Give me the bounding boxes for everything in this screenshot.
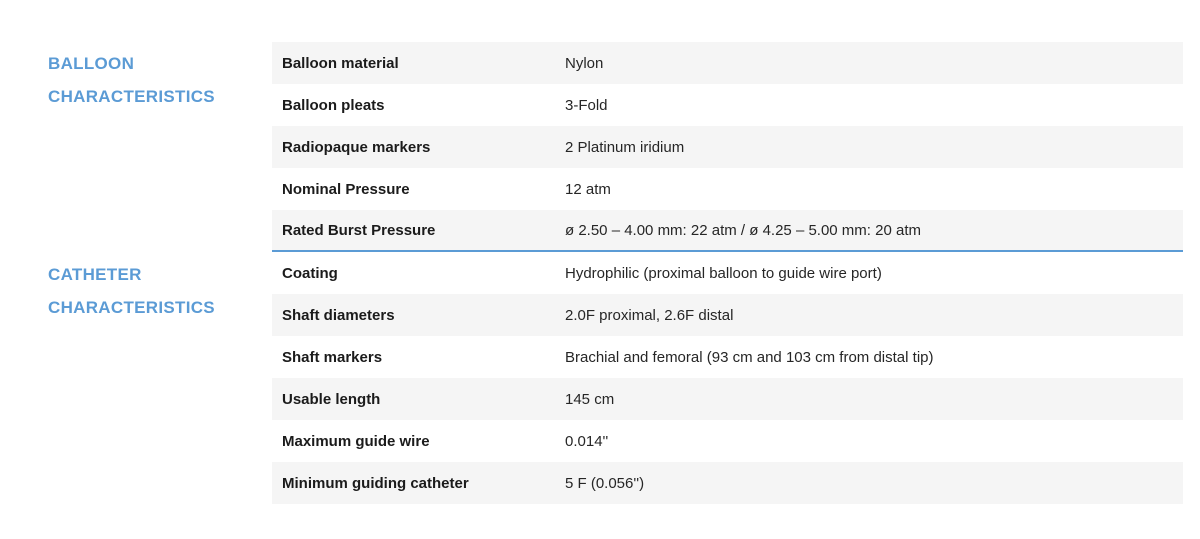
spec-row-balloon-pleats: Balloon pleats 3-Fold xyxy=(272,84,1183,126)
spec-value: Nylon xyxy=(565,54,604,72)
spec-label: Maximum guide wire xyxy=(282,432,430,450)
spec-label: Shaft diameters xyxy=(282,306,395,324)
spec-value: Hydrophilic (proximal balloon to guide w… xyxy=(565,264,882,282)
section-header-catheter: CATHETER CHARACTERISTICS xyxy=(48,258,263,324)
spec-label: Coating xyxy=(282,264,338,282)
spec-row-maximum-guide-wire: Maximum guide wire 0.014'' xyxy=(272,420,1183,462)
section-header-line: CATHETER xyxy=(48,265,142,284)
section-header-line: CHARACTERISTICS xyxy=(48,87,215,106)
spec-row-coating: Coating Hydrophilic (proximal balloon to… xyxy=(272,252,1183,294)
spec-value: 0.014'' xyxy=(565,432,609,450)
section-header-balloon: BALLOON CHARACTERISTICS xyxy=(48,47,263,113)
spec-label: Balloon material xyxy=(282,54,399,72)
spec-value: 5 F (0.056'') xyxy=(565,474,645,492)
spec-row-shaft-diameters: Shaft diameters 2.0F proximal, 2.6F dist… xyxy=(272,294,1183,336)
spec-value: 2 Platinum iridium xyxy=(565,138,685,156)
spec-label: Shaft markers xyxy=(282,348,383,366)
spec-value: 2.0F proximal, 2.6F distal xyxy=(565,306,734,324)
spec-row-radiopaque-markers: Radiopaque markers 2 Platinum iridium xyxy=(272,126,1183,168)
spec-label: Rated Burst Pressure xyxy=(282,221,436,239)
section-header-line: BALLOON xyxy=(48,54,135,73)
spec-row-nominal-pressure: Nominal Pressure 12 atm xyxy=(272,168,1183,210)
spec-label: Nominal Pressure xyxy=(282,180,410,198)
spec-value: 145 cm xyxy=(565,390,615,408)
spec-value: ø 2.50 – 4.00 mm: 22 atm / ø 4.25 – 5.00… xyxy=(565,221,921,239)
spec-row-minimum-guiding-catheter: Minimum guiding catheter 5 F (0.056'') xyxy=(272,462,1183,504)
spec-label: Minimum guiding catheter xyxy=(282,474,469,492)
spec-value: 12 atm xyxy=(565,180,611,198)
spec-row-usable-length: Usable length 145 cm xyxy=(272,378,1183,420)
spec-value: 3-Fold xyxy=(565,96,608,114)
spec-row-shaft-markers: Shaft markers Brachial and femoral (93 c… xyxy=(272,336,1183,378)
spec-label: Balloon pleats xyxy=(282,96,385,114)
spec-row-balloon-material: Balloon material Nylon xyxy=(272,42,1183,84)
spec-label: Radiopaque markers xyxy=(282,138,431,156)
section-header-line: CHARACTERISTICS xyxy=(48,298,215,317)
spec-row-rated-burst-pressure: Rated Burst Pressure ø 2.50 – 4.00 mm: 2… xyxy=(272,210,1183,252)
spec-table: Balloon material Nylon Balloon pleats 3-… xyxy=(272,42,1183,504)
spec-label: Usable length xyxy=(282,390,381,408)
spec-value: Brachial and femoral (93 cm and 103 cm f… xyxy=(565,348,934,366)
